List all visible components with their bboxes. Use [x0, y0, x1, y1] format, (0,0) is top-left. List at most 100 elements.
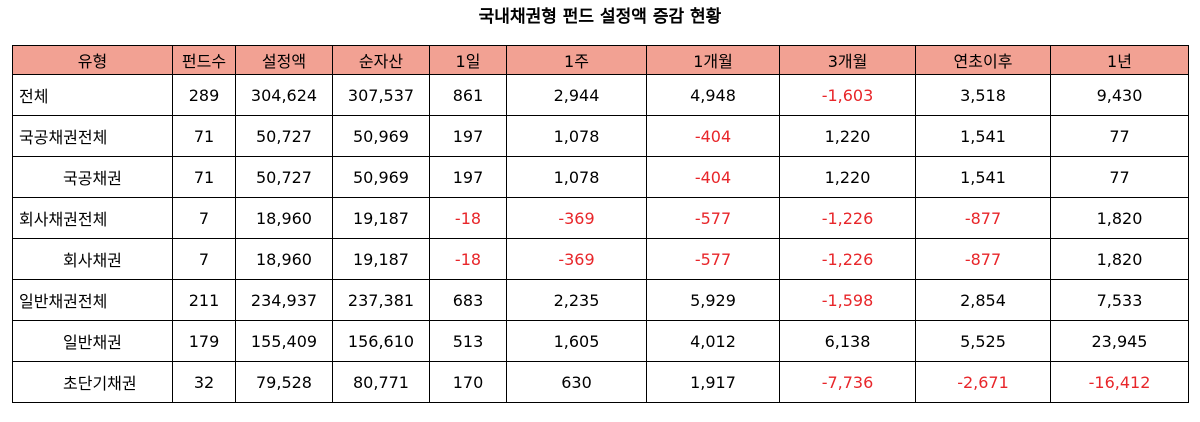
column-header-setup-amount: 설정액: [235, 45, 333, 75]
table-row: 회사채권 7 18,960 19,187 -18 -369 -577 -1,226 -877 1,…: [12, 238, 1189, 280]
cell-1-week: 1,078: [506, 115, 647, 157]
cell-net-assets: 19,187: [332, 197, 430, 239]
cell-type: 회사채권전체: [12, 197, 173, 239]
cell-1-month: 1,917: [646, 361, 780, 403]
cell-fund-count: 179: [172, 320, 236, 362]
cell-setup-amount: 50,727: [235, 156, 333, 198]
cell-fund-count: 71: [172, 156, 236, 198]
cell-1-week: 2,944: [506, 74, 647, 116]
cell-3-month: 6,138: [779, 320, 916, 362]
cell-1-day: -18: [429, 238, 507, 280]
table-row: 회사채권전체 7 18,960 19,187 -18 -369 -577 -1,226 -877…: [12, 197, 1189, 239]
cell-1-week: 630: [506, 361, 647, 403]
cell-1-day: 861: [429, 74, 507, 116]
cell-net-assets: 19,187: [332, 238, 430, 280]
cell-3-month: -1,598: [779, 279, 916, 321]
cell-1-year: 1,820: [1050, 238, 1189, 280]
cell-1-year: 9,430: [1050, 74, 1189, 116]
cell-setup-amount: 155,409: [235, 320, 333, 362]
table-row: 국공채권전체 71 50,727 50,969 197 1,078 -404 1,220 1,5…: [12, 115, 1189, 157]
cell-1-year: 77: [1050, 156, 1189, 198]
cell-1-month: -404: [646, 156, 780, 198]
table-row: 전체 289 304,624 307,537 861 2,944 4,948 -1,603 3,…: [12, 74, 1189, 116]
cell-fund-count: 211: [172, 279, 236, 321]
cell-ytd: 5,525: [915, 320, 1051, 362]
cell-ytd: 2,854: [915, 279, 1051, 321]
cell-1-week: 2,235: [506, 279, 647, 321]
cell-net-assets: 50,969: [332, 115, 430, 157]
cell-3-month: -7,736: [779, 361, 916, 403]
column-header-1-week: 1주: [506, 45, 647, 75]
cell-1-week: -369: [506, 238, 647, 280]
cell-setup-amount: 18,960: [235, 238, 333, 280]
cell-fund-count: 7: [172, 238, 236, 280]
column-header-type: 유형: [12, 45, 173, 75]
cell-net-assets: 50,969: [332, 156, 430, 198]
cell-ytd: -877: [915, 238, 1051, 280]
cell-type: 초단기채권: [12, 361, 173, 403]
cell-ytd: -877: [915, 197, 1051, 239]
cell-1-week: 1,078: [506, 156, 647, 198]
cell-1-month: -577: [646, 238, 780, 280]
cell-1-year: -16,412: [1050, 361, 1189, 403]
cell-net-assets: 237,381: [332, 279, 430, 321]
cell-type: 전체: [12, 74, 173, 116]
cell-fund-count: 289: [172, 74, 236, 116]
cell-fund-count: 7: [172, 197, 236, 239]
column-header-fund-count: 펀드수: [172, 45, 236, 75]
table-row: 국공채권 71 50,727 50,969 197 1,078 -404 1,220 1,541…: [12, 156, 1189, 198]
column-header-1-day: 1일: [429, 45, 507, 75]
cell-type: 일반채권전체: [12, 279, 173, 321]
cell-ytd: 1,541: [915, 115, 1051, 157]
column-header-1-year: 1년: [1050, 45, 1189, 75]
page-title: 국내채권형 펀드 설정액 증감 현황: [478, 7, 722, 27]
cell-1-year: 77: [1050, 115, 1189, 157]
cell-1-week: -369: [506, 197, 647, 239]
table-header-row: 유형 펀드수 설정액 순자산 1일 1주 1개월 3개월 연초이후 1년: [12, 45, 1189, 75]
cell-1-year: 1,820: [1050, 197, 1189, 239]
cell-1-day: 683: [429, 279, 507, 321]
cell-type: 국공채권전체: [12, 115, 173, 157]
cell-1-month: -404: [646, 115, 780, 157]
cell-type: 국공채권: [12, 156, 173, 198]
table-row: 초단기채권 32 79,528 80,771 170 630 1,917 -7,736 -2,6…: [12, 361, 1189, 403]
cell-1-year: 7,533: [1050, 279, 1189, 321]
cell-1-day: 170: [429, 361, 507, 403]
table-row: 일반채권전체 211 234,937 237,381 683 2,235 5,929 -1,5…: [12, 279, 1189, 321]
cell-net-assets: 307,537: [332, 74, 430, 116]
cell-setup-amount: 304,624: [235, 74, 333, 116]
cell-ytd: -2,671: [915, 361, 1051, 403]
cell-1-day: 197: [429, 156, 507, 198]
column-header-net-assets: 순자산: [332, 45, 430, 75]
cell-1-day: 513: [429, 320, 507, 362]
cell-1-week: 1,605: [506, 320, 647, 362]
cell-net-assets: 156,610: [332, 320, 430, 362]
cell-1-day: 197: [429, 115, 507, 157]
column-header-3-month: 3개월: [779, 45, 916, 75]
cell-setup-amount: 234,937: [235, 279, 333, 321]
cell-fund-count: 32: [172, 361, 236, 403]
cell-1-year: 23,945: [1050, 320, 1189, 362]
cell-net-assets: 80,771: [332, 361, 430, 403]
table-row: 일반채권 179 155,409 156,610 513 1,605 4,012 6,138 5…: [12, 320, 1189, 362]
cell-ytd: 1,541: [915, 156, 1051, 198]
cell-1-month: 5,929: [646, 279, 780, 321]
cell-type: 회사채권: [12, 238, 173, 280]
cell-setup-amount: 79,528: [235, 361, 333, 403]
cell-3-month: -1,226: [779, 197, 916, 239]
cell-3-month: -1,603: [779, 74, 916, 116]
cell-type: 일반채권: [12, 320, 173, 362]
cell-1-month: 4,948: [646, 74, 780, 116]
fund-flow-table: 유형 펀드수 설정액 순자산 1일 1주 1개월 3개월 연초이후 1년 전체 2…: [12, 45, 1189, 403]
column-header-1-month: 1개월: [646, 45, 780, 75]
cell-setup-amount: 50,727: [235, 115, 333, 157]
table-body: 전체 289 304,624 307,537 861 2,944 4,948 -1,603 3,…: [12, 74, 1189, 403]
cell-3-month: -1,226: [779, 238, 916, 280]
cell-setup-amount: 18,960: [235, 197, 333, 239]
cell-fund-count: 71: [172, 115, 236, 157]
cell-1-day: -18: [429, 197, 507, 239]
cell-ytd: 3,518: [915, 74, 1051, 116]
cell-3-month: 1,220: [779, 115, 916, 157]
column-header-ytd: 연초이후: [915, 45, 1051, 75]
cell-3-month: 1,220: [779, 156, 916, 198]
